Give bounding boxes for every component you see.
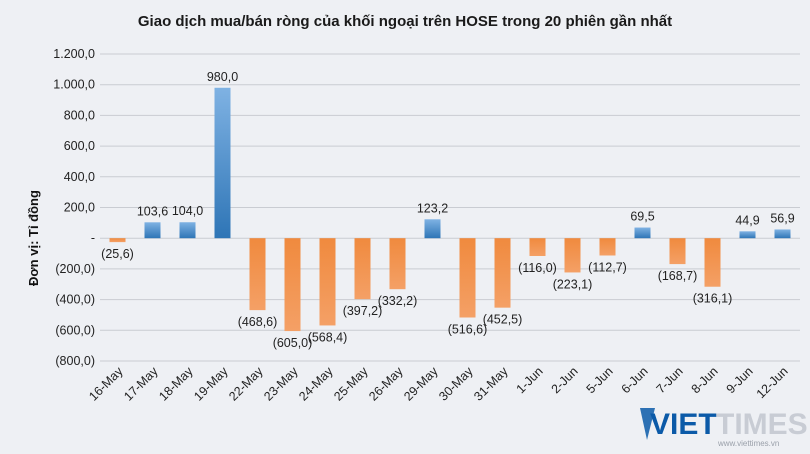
bar-29-May bbox=[424, 219, 441, 239]
x-tick-label: 2-Jun bbox=[549, 364, 581, 396]
y-tick-label: 600,0 bbox=[64, 139, 95, 153]
x-tick-label: 1-Jun bbox=[514, 364, 546, 396]
x-tick-label: 7-Jun bbox=[654, 364, 686, 396]
data-label: (316,1) bbox=[693, 292, 733, 306]
bar-24-May bbox=[319, 238, 336, 326]
y-tick-label: 400,0 bbox=[64, 170, 95, 184]
y-axis-ticks: 1.200,0 1.000,0 800,0 600,0 400,0 200,0 - (200,… bbox=[53, 47, 95, 368]
y-tick-label: 800,0 bbox=[64, 108, 95, 122]
data-label: (397,2) bbox=[343, 304, 383, 318]
data-label: 123,2 bbox=[417, 201, 448, 215]
x-axis-ticks: 16-May17-May18-May19-May22-May23-May24-M… bbox=[86, 364, 790, 404]
x-tick-label: 31-May bbox=[471, 364, 511, 404]
data-label: (223,1) bbox=[553, 277, 593, 291]
y-tick-label: 200,0 bbox=[64, 201, 95, 215]
bar-23-May bbox=[284, 238, 301, 332]
x-tick-label: 16-May bbox=[86, 364, 126, 404]
x-tick-label: 30-May bbox=[436, 364, 476, 404]
x-tick-label: 25-May bbox=[331, 364, 371, 404]
y-tick-label: (200,0) bbox=[55, 262, 95, 276]
bar-5-Jun bbox=[599, 238, 616, 256]
bar-16-May bbox=[109, 238, 126, 243]
bar-26-May bbox=[389, 238, 406, 290]
y-tick-label: 1.000,0 bbox=[53, 78, 95, 92]
x-tick-label: 19-May bbox=[191, 364, 231, 404]
bar-25-May bbox=[354, 238, 371, 300]
x-tick-label: 8-Jun bbox=[689, 364, 721, 396]
data-label: (25,6) bbox=[101, 247, 134, 261]
data-label: (332,2) bbox=[378, 294, 418, 308]
logo-url: www.viettimes.vn bbox=[717, 439, 779, 448]
bar-18-May bbox=[179, 222, 196, 239]
x-tick-label: 18-May bbox=[156, 364, 196, 404]
bar-8-Jun bbox=[704, 238, 721, 287]
x-tick-label: 6-Jun bbox=[619, 364, 651, 396]
bar-30-May bbox=[459, 238, 476, 318]
viettimes-logo: VIET TIMES www.viettimes.vn bbox=[640, 408, 808, 448]
data-label: (168,7) bbox=[658, 269, 698, 283]
logo-brand-b: TIMES bbox=[716, 408, 808, 441]
grid-lines bbox=[100, 53, 800, 362]
y-axis-label: Đơn vị: Tỉ đồng bbox=[26, 190, 41, 286]
bar-12-Jun bbox=[774, 229, 791, 239]
bar-2-Jun bbox=[564, 238, 581, 273]
x-tick-label: 9-Jun bbox=[724, 364, 756, 396]
bar-9-Jun bbox=[739, 231, 756, 239]
y-tick-label: (400,0) bbox=[55, 293, 95, 307]
data-label: (516,6) bbox=[448, 322, 488, 336]
bar-1-Jun bbox=[529, 238, 546, 257]
bar-31-May bbox=[494, 238, 511, 308]
data-labels: (25,6) 103,6 104,0 980,0 (468,6) (605,0)(568,… bbox=[101, 70, 795, 350]
data-label: (568,4) bbox=[308, 330, 348, 344]
x-tick-label: 12-Jun bbox=[754, 364, 791, 401]
x-tick-label: 24-May bbox=[296, 364, 336, 404]
data-label: 56,9 bbox=[770, 211, 794, 225]
bars bbox=[109, 87, 791, 332]
y-tick-label: 1.200,0 bbox=[53, 47, 95, 61]
y-tick-label: - bbox=[91, 231, 95, 245]
x-tick-label: 26-May bbox=[366, 364, 406, 404]
bar-6-Jun bbox=[634, 227, 651, 239]
data-label: 104,0 bbox=[172, 204, 203, 218]
bar-22-May bbox=[249, 238, 266, 311]
data-label: (112,7) bbox=[588, 260, 627, 274]
data-label: 69,5 bbox=[630, 210, 654, 224]
logo-brand-a: VIET bbox=[650, 408, 717, 441]
data-label: (605,0) bbox=[273, 336, 313, 350]
data-label: 103,6 bbox=[137, 204, 168, 218]
data-label: 980,0 bbox=[207, 70, 238, 84]
x-tick-label: 17-May bbox=[121, 364, 161, 404]
data-label: (468,6) bbox=[238, 315, 278, 329]
y-tick-label: (600,0) bbox=[55, 323, 95, 337]
bar-17-May bbox=[144, 222, 161, 239]
x-tick-label: 29-May bbox=[401, 364, 441, 404]
x-tick-label: 23-May bbox=[261, 364, 301, 404]
data-label: 44,9 bbox=[735, 213, 759, 227]
bar-19-May bbox=[214, 87, 231, 239]
x-tick-label: 5-Jun bbox=[584, 364, 616, 396]
bar-7-Jun bbox=[669, 238, 686, 265]
data-label: (452,5) bbox=[483, 313, 523, 327]
chart-title: Giao dịch mua/bán ròng của khối ngoại tr… bbox=[138, 13, 672, 30]
y-tick-label: (800,0) bbox=[55, 354, 95, 368]
logo-mark-icon bbox=[640, 408, 655, 440]
data-label: (116,0) bbox=[518, 261, 557, 275]
x-tick-label: 22-May bbox=[226, 364, 266, 404]
